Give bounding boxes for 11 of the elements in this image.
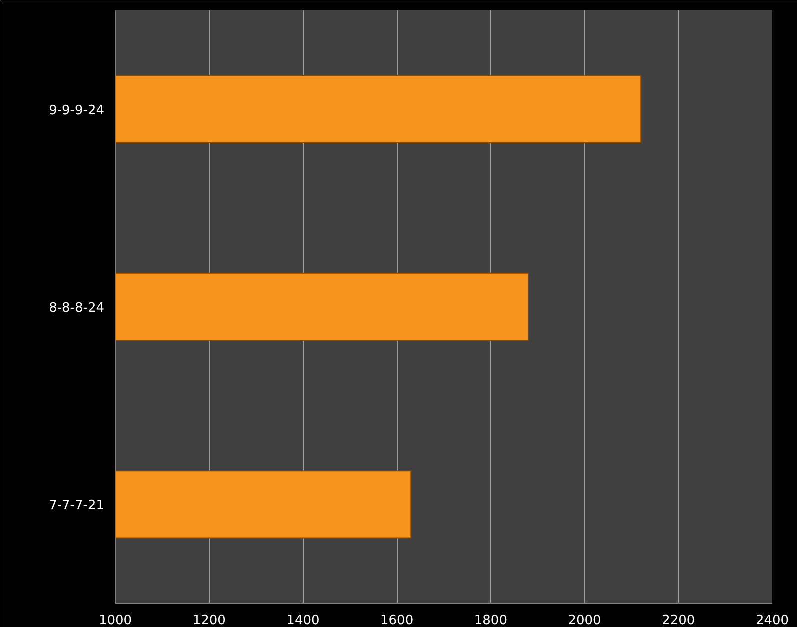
- y-tick-label: 7-7-7-21: [49, 498, 105, 514]
- x-tick-label: 2400: [756, 614, 790, 627]
- x-tick-label: 1800: [474, 614, 508, 627]
- x-tick-label: 1400: [286, 614, 320, 627]
- x-tick-label: 1000: [98, 614, 132, 627]
- x-tick-label: 1600: [380, 614, 414, 627]
- x-tick-label: 1200: [192, 614, 226, 627]
- y-tick-label: 8-8-8-24: [49, 301, 105, 316]
- x-tick-label: 2200: [662, 614, 696, 627]
- x-tick-label: 2000: [568, 614, 602, 627]
- y-tick-label: 9-9-9-24: [49, 103, 105, 118]
